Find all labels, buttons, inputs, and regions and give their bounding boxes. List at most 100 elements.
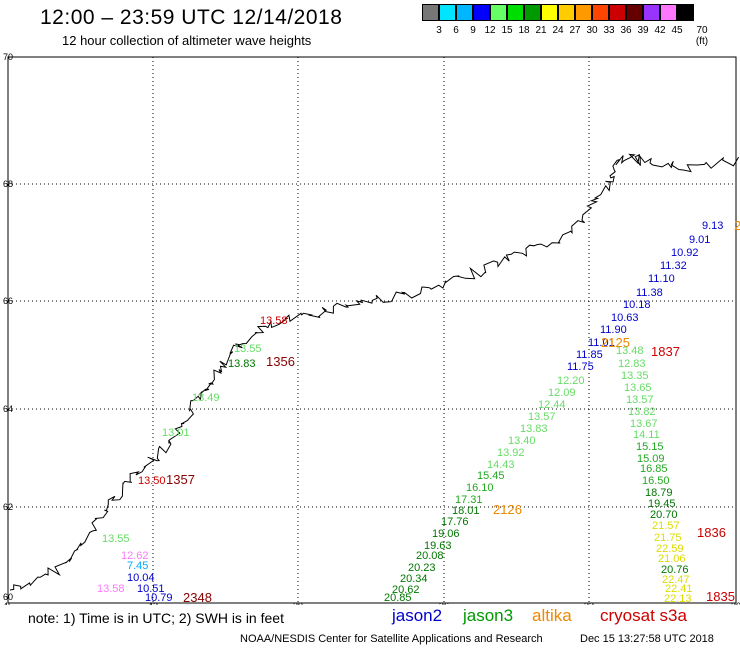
color-swatch: [456, 4, 473, 21]
color-swatch: [592, 4, 609, 21]
longitude-label: -36: [436, 601, 449, 605]
wave-height-value: 7.45: [127, 560, 148, 572]
pass-time-label: 2125: [601, 335, 630, 350]
color-scale-label: 9: [470, 25, 476, 36]
wave-height-value: 11.90: [600, 324, 627, 336]
wave-height-value: 14.43: [487, 459, 515, 471]
wave-height-value: 11.38: [636, 287, 663, 299]
color-swatch: [422, 4, 439, 21]
latitude-label: 66: [3, 296, 13, 306]
pass-time-label: 1356: [266, 354, 295, 369]
latitude-label: 64: [3, 404, 13, 414]
color-swatch: [677, 4, 694, 21]
wave-height-value: 13.01: [162, 427, 190, 439]
lat-lon-grid: [8, 57, 736, 603]
wave-height-value: 15.15: [636, 441, 664, 453]
color-scale-label: 12: [484, 25, 496, 36]
wave-height-value: 13.49: [192, 392, 220, 404]
wave-height-value: 13.57: [626, 394, 654, 406]
wave-height-value: 12.83: [618, 358, 646, 370]
wave-height-value: 20.23: [408, 562, 436, 574]
wave-height-value: 10.63: [611, 312, 639, 324]
pass-time-label: 2: [734, 218, 740, 233]
wave-height-value: 13.57: [528, 411, 556, 423]
wave-height-value: 10.79: [145, 592, 173, 604]
color-swatch: [507, 4, 524, 21]
color-scale-label: 33: [603, 25, 615, 36]
wave-height-value: 11.32: [660, 260, 687, 272]
wave-height-value: 20.62: [392, 584, 420, 596]
wave-height-value: 13.58: [260, 315, 288, 327]
wave-height-value: 13.40: [508, 435, 536, 447]
wave-height-value: 11.85: [576, 349, 603, 361]
wave-height-value: 15.45: [477, 470, 505, 482]
color-swatch: [660, 4, 677, 21]
wave-height-value: 16.50: [642, 475, 670, 487]
footnote: note: 1) Time is in UTC; 2) SWH is in fe…: [28, 610, 284, 626]
longitude-label: -45: [0, 601, 13, 605]
color-scale-label: 3: [436, 25, 442, 36]
credit-line: NOAA/NESDIS Center for Satellite Applica…: [240, 633, 543, 645]
longitude-label: -39: [290, 601, 303, 605]
color-swatch: [473, 4, 490, 21]
coastline-path: [9, 153, 740, 591]
color-swatch: [439, 4, 456, 21]
wave-height-value: 16.10: [466, 482, 494, 494]
wave-height-value: 13.65: [624, 382, 652, 394]
wave-height-value: 12.44: [538, 399, 566, 411]
wave-height-value: 20.34: [400, 573, 428, 585]
wave-height-value: 21.57: [652, 520, 680, 532]
wave-height-value: 21.75: [654, 532, 682, 544]
map-frame: [7, 56, 737, 604]
wave-height-value: 13.35: [621, 370, 649, 382]
wave-height-value: 21.06: [658, 553, 686, 565]
wave-height-value: 13.55: [102, 533, 130, 545]
wave-height-value: 22.13: [664, 593, 692, 605]
wave-height-value: 19.45: [648, 498, 676, 510]
wave-height-value: 17.31: [455, 494, 483, 506]
color-scale-label: 42: [654, 25, 666, 36]
wave-height-value: 12.09: [548, 387, 576, 399]
longitude-label: -30: [728, 601, 740, 605]
wave-height-value: 15.09: [637, 453, 665, 465]
latitude-label: 60: [3, 592, 13, 602]
wave-height-value: 13.48: [616, 345, 644, 357]
wave-height-value: 10.51: [137, 583, 165, 595]
color-swatch: [626, 4, 643, 21]
longitude-label: -42: [145, 601, 158, 605]
wave-height-value: 11.75: [567, 361, 594, 373]
wave-height-value: 18.01: [452, 505, 480, 517]
pass-time-label: 2126: [493, 502, 522, 517]
color-scale-label: 18: [518, 25, 530, 36]
latitude-label: 70: [3, 52, 13, 62]
pass-time-label: 2348: [183, 590, 212, 605]
wave-height-value: 19.63: [424, 540, 452, 552]
wave-height-value: 10.92: [671, 247, 699, 259]
color-swatch: [643, 4, 660, 21]
color-scale-label: 24: [552, 25, 564, 36]
pass-time-label: 1835: [706, 589, 735, 604]
wave-height-value: 12.62: [121, 550, 149, 562]
color-swatch: [524, 4, 541, 21]
chart-title: 12:00 – 23:59 UTC 12/14/2018: [40, 6, 343, 29]
wave-height-value: 12.20: [557, 375, 585, 387]
color-swatch: [558, 4, 575, 21]
wave-height-value: 16.85: [640, 463, 668, 475]
wave-height-value: 20.76: [661, 564, 689, 576]
chart-subtitle: 12 hour collection of altimeter wave hei…: [62, 33, 312, 48]
wave-height-value: 19.06: [432, 528, 460, 540]
wave-height-value: 13.83: [228, 358, 256, 370]
wave-height-value: 13.58: [97, 583, 125, 595]
color-scale-label: 15: [501, 25, 513, 36]
latitude-label: 62: [3, 502, 13, 512]
wave-height-value: 14.11: [633, 429, 660, 441]
wave-height-value: 13.50: [138, 475, 166, 487]
color-swatch: [490, 4, 507, 21]
pass-time-label: 1836: [697, 525, 726, 540]
legend-altika: altika: [532, 606, 572, 625]
wave-height-value: 20.85: [384, 592, 412, 604]
wave-height-value: 22.59: [656, 543, 684, 555]
wave-height-value: 13.82: [628, 406, 656, 418]
wave-height-value: 20.08: [416, 550, 444, 562]
legend-cryosat: cryosat s3a: [600, 606, 687, 625]
